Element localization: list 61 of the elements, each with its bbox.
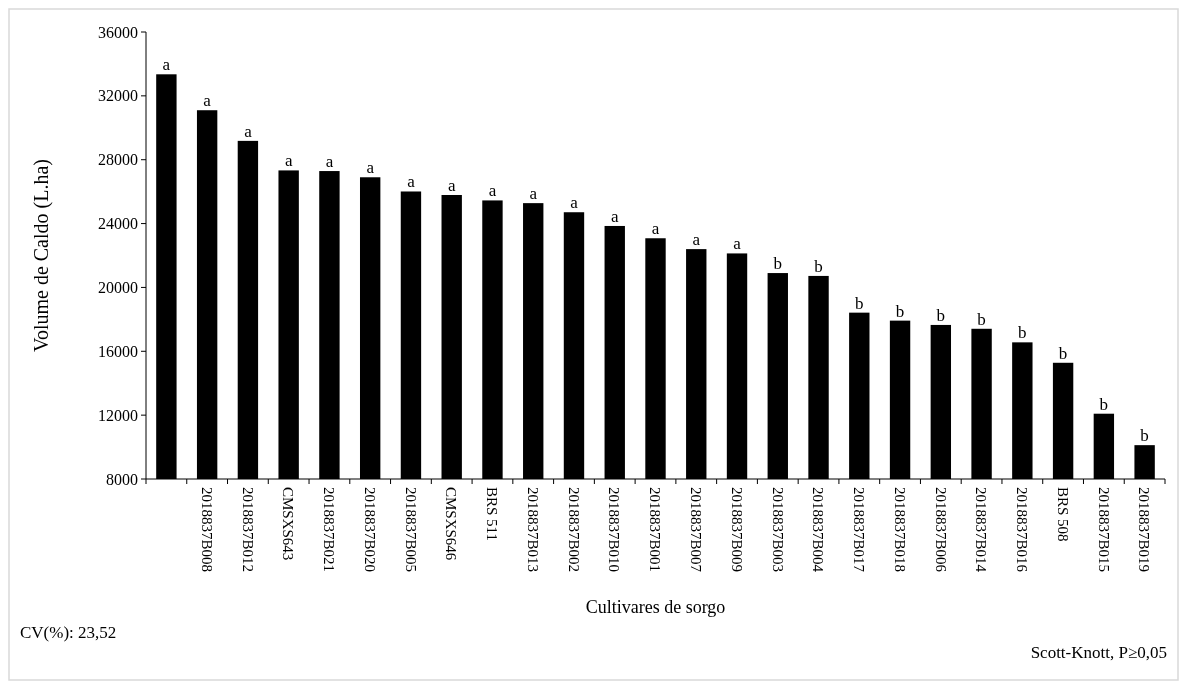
x-tick-label: 2018837B014 — [973, 487, 990, 573]
x-tick-label: 2018837B018 — [891, 487, 908, 573]
y-axis-title: Volume de Caldo (L.ha) — [30, 159, 53, 352]
x-axis-title: Cultivares de sorgo — [585, 597, 726, 617]
data-label: a — [488, 181, 497, 201]
y-tick-label: 32000 — [98, 87, 138, 105]
y-tick-label: 8000 — [106, 470, 138, 488]
x-tick-label: BRS 508 — [1054, 487, 1071, 542]
y-tick-label: 28000 — [98, 151, 138, 169]
data-label: a — [610, 206, 619, 226]
data-label: a — [570, 193, 579, 213]
y-tick-label: 12000 — [98, 406, 138, 424]
data-label: b — [1018, 323, 1027, 343]
x-tick-label: 2018837B013 — [524, 487, 541, 573]
data-label: a — [162, 55, 171, 75]
x-tick-label: 2018837B004 — [810, 487, 827, 573]
data-label: a — [325, 152, 334, 172]
data-label: a — [733, 234, 742, 254]
x-tick-label: 2018837B001 — [647, 487, 664, 573]
x-tick-label: 2018837B015 — [1095, 487, 1112, 573]
data-label: b — [936, 305, 946, 325]
x-tick-label: 2018837B021 — [321, 487, 338, 573]
data-label: a — [244, 121, 253, 141]
x-tick-label: CMSXS646 — [443, 487, 460, 561]
data-label: a — [366, 158, 375, 178]
x-tick-label: 2018837B006 — [932, 487, 949, 573]
x-tick-label: 2018837B016 — [1014, 487, 1031, 573]
data-label: a — [692, 230, 701, 250]
data-label: b — [814, 256, 823, 276]
data-label: b — [1058, 343, 1068, 363]
data-label: a — [203, 91, 212, 111]
text: Scott-Knott, P≥0,05 — [1030, 643, 1167, 662]
x-tick-label: 2018837B003 — [769, 487, 786, 573]
x-tick-label: 2018837B009 — [728, 487, 745, 573]
x-tick-label: 2018837B012 — [239, 487, 256, 573]
y-tick-label: 16000 — [98, 342, 138, 360]
x-tick-label: CMSXS643 — [280, 487, 297, 561]
data-label: b — [855, 293, 864, 313]
data-label: b — [895, 301, 905, 321]
data-label: b — [1140, 426, 1149, 446]
x-tick-label: 2018837B019 — [1136, 487, 1153, 573]
x-tick-label: 2018837B017 — [851, 487, 868, 573]
y-tick-label: 36000 — [98, 23, 138, 41]
data-label: b — [1099, 394, 1109, 414]
data-label: b — [773, 254, 783, 274]
x-tick-label: 2018837B002 — [565, 487, 582, 573]
data-label: b — [977, 309, 986, 329]
x-tick-label: 2018837B007 — [688, 487, 705, 573]
data-label: a — [651, 219, 660, 239]
data-label: a — [447, 176, 456, 195]
data-label: a — [284, 151, 293, 171]
x-tick-label: BRS 511 — [484, 487, 501, 542]
x-tick-label: 2018837B010 — [606, 487, 623, 573]
x-tick-label: 2018837B005 — [402, 487, 419, 573]
data-label: a — [529, 184, 538, 204]
x-tick-label: 2018837B008 — [198, 487, 215, 573]
text: CV(%): 23,52 — [20, 623, 117, 642]
x-tick-label: 2018837B020 — [361, 487, 378, 573]
y-tick-label: 20000 — [98, 279, 138, 297]
y-tick-label: 24000 — [98, 215, 138, 233]
data-label: a — [407, 172, 416, 192]
